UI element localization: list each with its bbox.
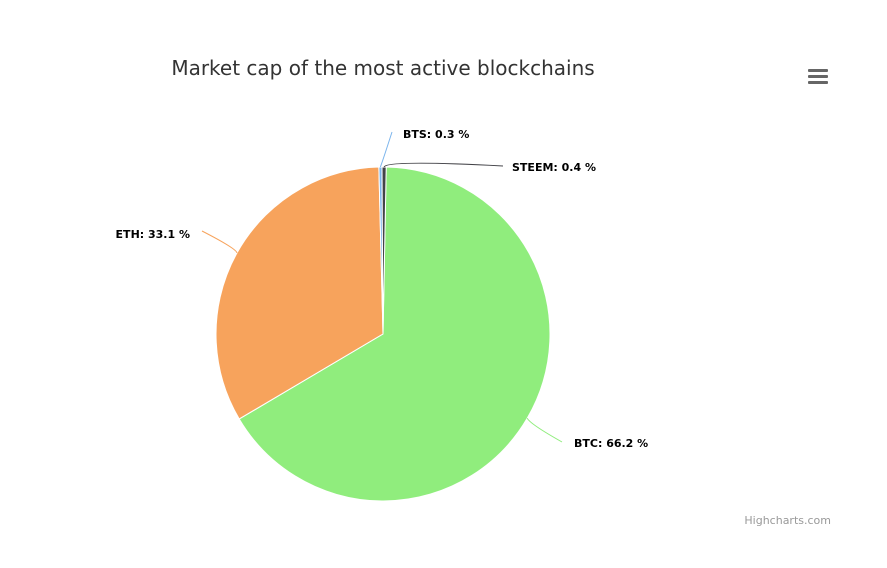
hamburger-menu-icon[interactable] — [806, 66, 830, 88]
chart-title: Market cap of the most active blockchain… — [171, 56, 595, 80]
connector-eth — [201, 230, 238, 254]
connector-steem — [383, 162, 504, 168]
connector-bts — [379, 131, 393, 168]
data-label-btc: BTC: 66.2 % — [574, 437, 648, 450]
pie-slice-eth[interactable] — [215, 166, 384, 420]
data-label-steem: STEEM: 0.4 % — [512, 161, 596, 174]
highcharts-credits-link[interactable]: Highcharts.com — [744, 514, 831, 527]
pie-slice-btc[interactable] — [238, 166, 551, 502]
data-label-bts: BTS: 0.3 % — [403, 128, 469, 141]
data-label-eth: ETH: 33.1 % — [116, 228, 190, 241]
connector-btc — [526, 417, 563, 443]
